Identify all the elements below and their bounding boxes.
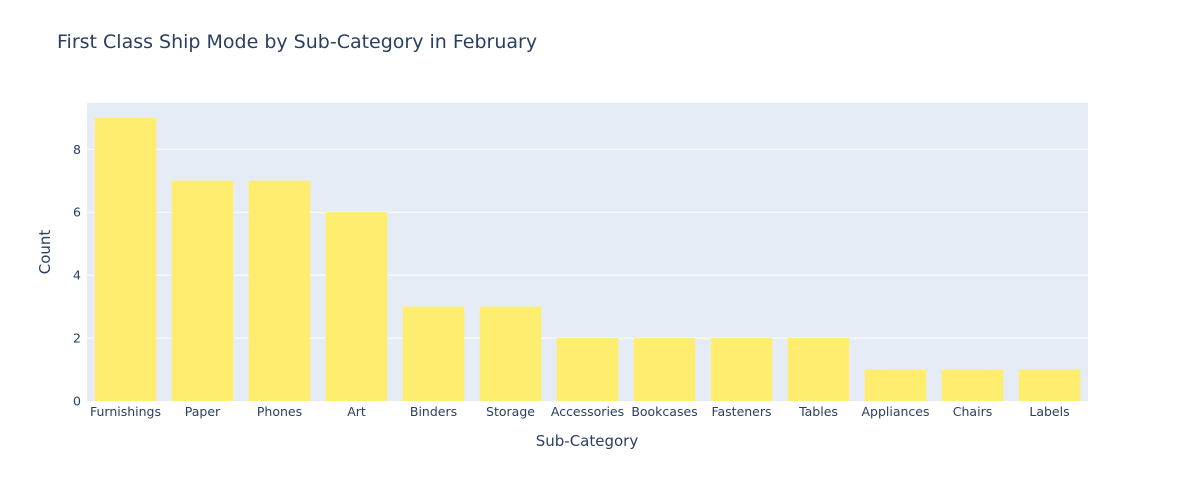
bar-fasteners [710,338,773,401]
bar-tables [787,338,850,401]
bar-labels [1018,369,1081,401]
x-tick-label: Storage [486,404,535,419]
x-tick-label: Fasteners [711,404,771,419]
x-tick-label: Bookcases [631,404,697,419]
bar-phones [248,180,311,401]
y-tick-label: 2 [73,331,81,346]
x-tick-label: Accessories [551,404,624,419]
bar-paper [171,180,234,401]
bar-storage [479,306,542,401]
x-tick-label: Paper [185,404,221,419]
y-tick-label: 0 [73,394,81,409]
bars [94,117,1081,402]
y-tick-label: 4 [73,268,81,283]
y-tick-label: 8 [73,142,81,157]
x-tick-label: Appliances [861,404,929,419]
x-tick-label: Chairs [953,404,992,419]
bar-accessories [556,338,619,401]
bar-binders [402,306,465,401]
chart-title: First Class Ship Mode by Sub-Category in… [57,31,537,53]
x-tick-label: Tables [798,404,838,419]
bar-bookcases [633,338,696,401]
x-tick-label: Phones [257,404,302,419]
y-axis-ticks: 0 2 4 6 8 [73,142,81,409]
x-tick-label: Art [347,404,366,419]
x-axis-ticks: Furnishings Paper Phones Art Binders Storage A… [90,404,1070,419]
x-tick-label: Furnishings [90,404,161,419]
y-tick-label: 6 [73,205,81,220]
bar-appliances [864,369,927,401]
x-tick-label: Labels [1029,404,1069,419]
x-axis-title: Sub-Category [536,432,639,450]
y-axis-title: Count [36,230,54,275]
bar-furnishings [94,117,157,402]
x-tick-label: Binders [410,404,457,419]
bar-art [325,212,388,401]
bar-chairs [941,369,1004,401]
